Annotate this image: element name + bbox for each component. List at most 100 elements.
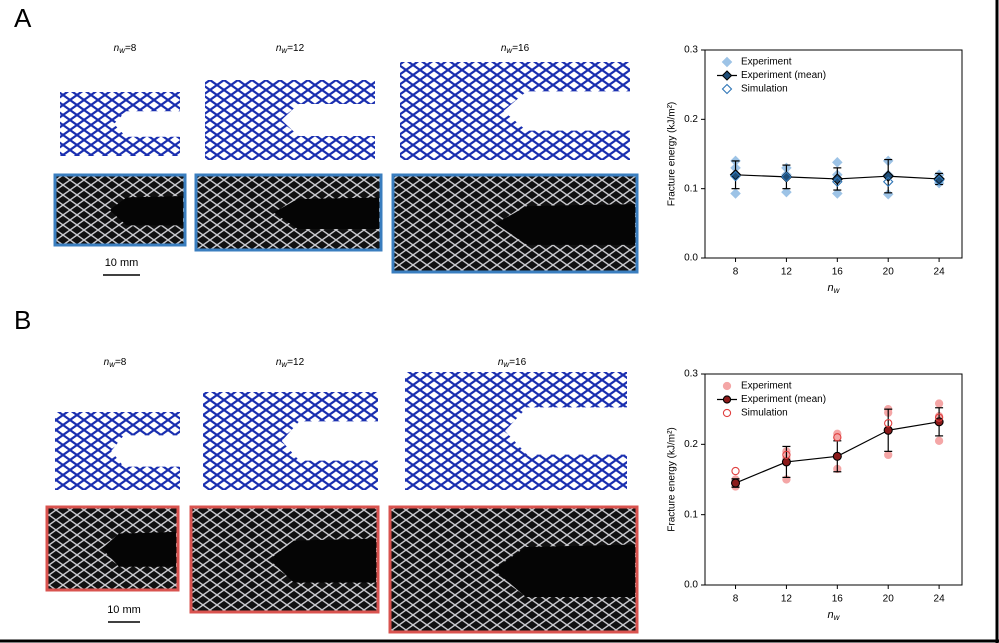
marker (884, 450, 893, 460)
x-tick-label: 16 (832, 267, 844, 278)
marker (832, 176, 843, 188)
marker (882, 176, 894, 188)
marker (882, 170, 894, 182)
marker (781, 186, 792, 198)
legend-label: Experiment (mean) (741, 70, 826, 81)
caption-sub: w (109, 360, 116, 369)
marker (730, 478, 741, 488)
caption-symbol: n (114, 43, 120, 54)
x-tick-label: 16 (832, 594, 844, 605)
legend-label: Simulation (741, 84, 788, 95)
marker (832, 451, 842, 461)
caption-symbol: n (104, 357, 110, 368)
marker (833, 433, 842, 442)
x-label-symbol: n (828, 282, 834, 294)
caption-eq: =16 (509, 357, 526, 368)
marker (934, 436, 944, 445)
caption-eq: =8 (125, 43, 137, 54)
image-caption: nw=12 (276, 357, 305, 369)
crack (503, 91, 630, 131)
legend-marker (721, 83, 733, 95)
legend-label: Experiment (741, 381, 792, 392)
caption-sub: w (281, 46, 288, 55)
crack (281, 104, 375, 136)
marker (730, 170, 741, 182)
legend-marker (721, 70, 733, 81)
y-tick-label: 0.3 (684, 45, 698, 56)
marker (934, 413, 944, 422)
caption-symbol: n (276, 357, 282, 368)
caption-sub: w (119, 46, 126, 55)
x-tick-label: 20 (883, 594, 895, 605)
marker (832, 188, 843, 199)
x-tick-label: 12 (781, 267, 793, 278)
x-label-sub: w (834, 286, 841, 295)
caption-symbol: n (276, 43, 282, 54)
y-axis-label: Fracture energy (kJ/m²) (667, 427, 678, 531)
legend-label: Experiment (741, 57, 792, 68)
marker (934, 399, 944, 408)
scale-bar-label: 10 mm (107, 604, 141, 616)
image-caption: nw=16 (498, 357, 527, 369)
photo-crack (273, 197, 379, 229)
caption-sub: w (281, 360, 288, 369)
caption-sub: w (503, 360, 510, 369)
image-caption: nw=8 (114, 43, 137, 55)
y-tick-label: 0.0 (684, 253, 698, 264)
legend-marker (721, 56, 733, 68)
crack (281, 421, 378, 461)
y-axis-label: Fracture energy (kJ/m²) (667, 102, 678, 206)
caption-eq: =16 (512, 43, 529, 54)
caption-symbol: n (501, 43, 507, 54)
caption-eq: =8 (115, 357, 127, 368)
marker (781, 171, 792, 183)
legend-marker (722, 395, 732, 404)
photo-crack (495, 204, 635, 245)
photo-crack (109, 196, 183, 226)
x-tick-label: 20 (883, 267, 895, 278)
marker (730, 188, 741, 199)
x-label-sub: w (834, 613, 841, 622)
x-tick-label: 24 (934, 267, 946, 278)
x-axis-label: nw (828, 609, 841, 622)
crack (504, 407, 627, 455)
panel-label: A (14, 3, 32, 33)
marker (883, 425, 893, 435)
x-tick-label: 8 (733, 594, 739, 605)
marker (933, 175, 945, 186)
marker (781, 457, 791, 467)
panel-label: B (14, 305, 31, 335)
marker (884, 419, 893, 428)
crack (111, 435, 180, 467)
legend-label: Simulation (741, 408, 788, 419)
y-tick-label: 0.2 (684, 114, 698, 125)
y-tick-label: 0.1 (684, 183, 698, 194)
marker (934, 417, 944, 427)
plot-frame (704, 373, 963, 586)
photo-crack (269, 538, 376, 583)
caption-eq: =12 (287, 357, 304, 368)
photo-crack (493, 544, 635, 597)
x-label-symbol: n (828, 609, 834, 621)
x-tick-label: 24 (934, 594, 946, 605)
image-caption: nw=8 (104, 357, 127, 369)
legend-marker (722, 408, 732, 418)
image-caption: nw=16 (501, 43, 530, 55)
marker (933, 173, 945, 185)
y-tick-label: 0.0 (684, 580, 698, 591)
legend-marker (722, 381, 732, 391)
y-tick-label: 0.3 (684, 369, 698, 380)
marker (782, 450, 791, 460)
marker (831, 173, 844, 185)
legend-label: Experiment (mean) (741, 394, 826, 405)
x-axis-label: nw (828, 282, 841, 295)
crack (114, 111, 180, 137)
plot-frame (704, 49, 963, 259)
x-tick-label: 8 (733, 267, 739, 278)
marker (731, 466, 740, 476)
image-caption: nw=12 (276, 43, 305, 55)
scale-bar-label: 10 mm (105, 257, 139, 269)
marker (729, 169, 742, 181)
caption-eq: =12 (287, 43, 304, 54)
